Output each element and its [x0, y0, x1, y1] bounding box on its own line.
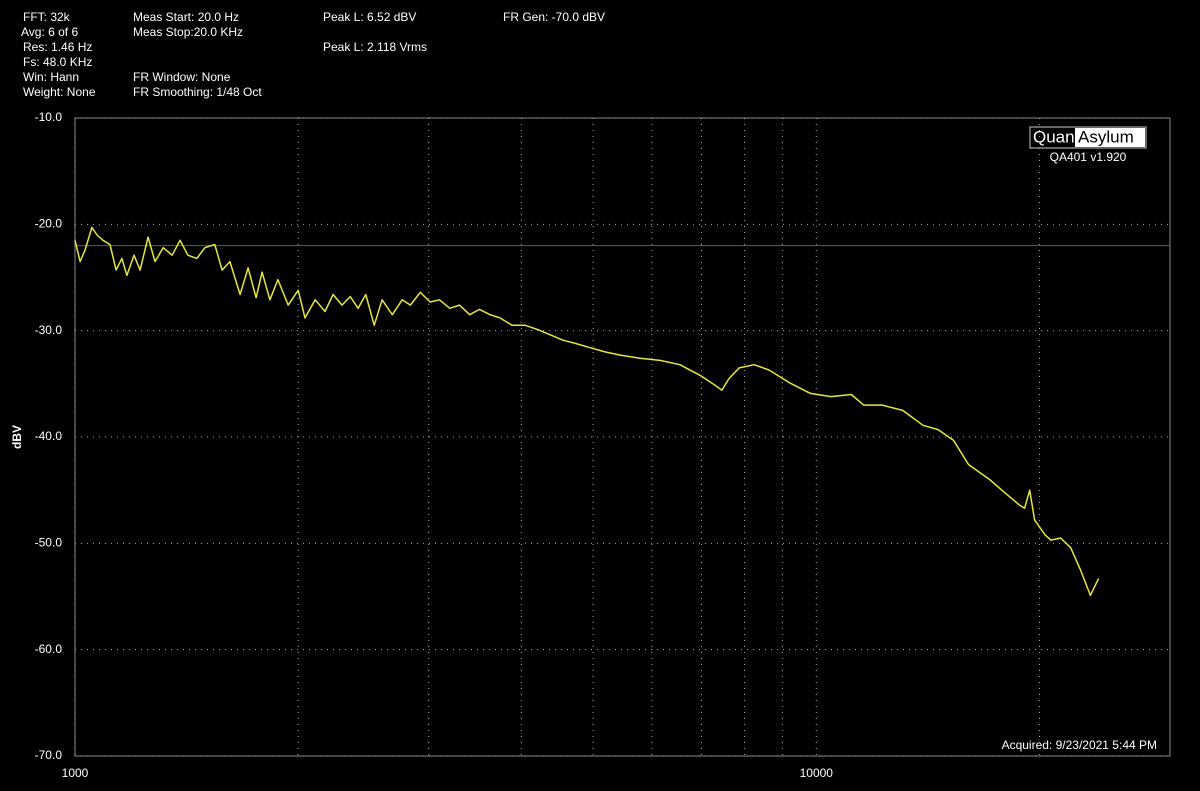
- info: FR Gen: -70.0 dBV: [503, 10, 605, 24]
- info: FR Smoothing: 1/48 Oct: [133, 85, 262, 99]
- y-tick-label: -30.0: [35, 323, 63, 337]
- info: Meas Start: 20.0 Hz: [133, 10, 239, 24]
- info: Peak L: 6.52 dBV: [323, 10, 416, 24]
- info: Weight: None: [23, 85, 96, 99]
- logo-text: Asylum: [1078, 127, 1134, 146]
- logo-text: Quant: [1033, 127, 1080, 146]
- info: Res: 1.46 Hz: [23, 40, 92, 54]
- version: QA401 v1.920: [1050, 150, 1127, 164]
- info: FR Window: None: [133, 70, 231, 84]
- info: Win: Hann: [23, 70, 79, 84]
- info: Peak L: 2.118 Vrms: [323, 40, 427, 54]
- x-tick-label: 1000: [62, 766, 89, 780]
- y-tick-label: -20.0: [35, 217, 63, 231]
- y-tick-label: -70.0: [35, 748, 63, 762]
- logo-fill: [1075, 128, 1145, 147]
- info: FFT: 32k: [23, 10, 71, 24]
- info: Avg: 6 of 6: [21, 25, 78, 39]
- y-tick-label: -40.0: [35, 429, 63, 443]
- y-axis-label: dBV: [10, 425, 24, 449]
- info: Fs: 48.0 KHz: [23, 55, 92, 69]
- x-tick-label: 10000: [800, 766, 834, 780]
- y-tick-label: -60.0: [35, 642, 63, 656]
- y-tick-label: -10.0: [35, 110, 63, 124]
- y-tick-label: -50.0: [35, 536, 63, 550]
- acquired: Acquired: 9/23/2021 5:44 PM: [1002, 738, 1157, 752]
- info: Meas Stop:20.0 KHz: [133, 25, 243, 39]
- data-line: [74, 226, 1100, 597]
